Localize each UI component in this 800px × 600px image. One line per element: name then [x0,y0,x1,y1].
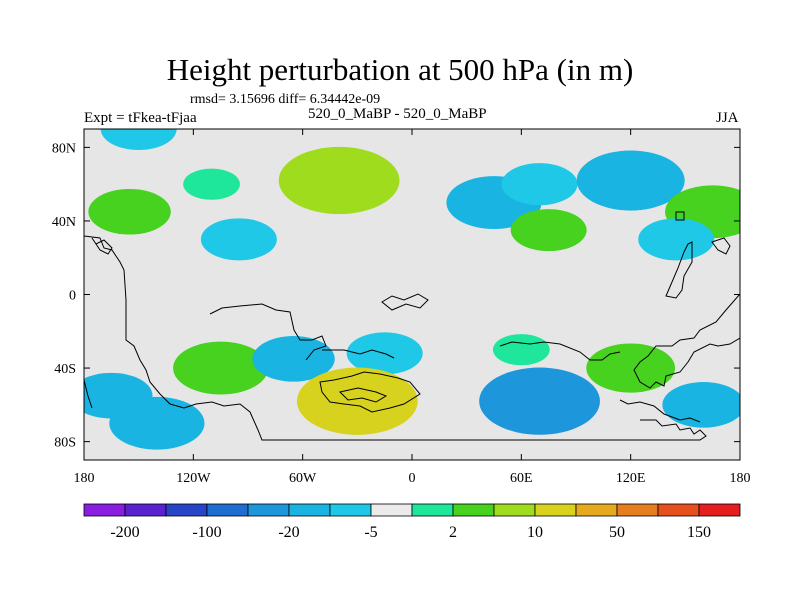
colorbar-label: -20 [278,524,299,541]
x-tick-label: 180 [730,471,751,486]
colorbar-swatch [329,503,372,517]
x-tick-label: 60E [510,471,533,486]
anomaly-region [278,146,400,215]
coastline [499,341,621,361]
colorbar-swatch [206,503,249,517]
colorbar-label: 50 [609,524,625,541]
colorbar-swatch [370,503,413,517]
coastline [675,211,685,221]
colorbar-swatch [657,503,700,517]
coastline [209,303,327,361]
coastline [711,237,731,255]
chart-title: Height perturbation at 500 hPa (in m) [166,52,634,87]
coastline [84,235,707,441]
anomaly-region [576,150,685,211]
period-label: 520_0_MaBP - 520_0_MaBP [308,106,487,122]
x-tick-label: 120E [616,471,646,486]
colorbar-swatch [534,503,577,517]
coastline [91,237,113,255]
colorbar-label: -200 [110,524,139,541]
stats-label: rmsd= 3.15696 diff= 6.34442e-09 [190,92,381,107]
anomaly-region [296,367,418,435]
coastline [619,399,701,423]
colorbar-swatch [288,503,331,517]
colorbar-swatch [83,503,126,517]
colorbar-swatch [124,503,167,517]
x-tick-label: 120W [176,471,211,486]
coastline [665,241,693,299]
anomaly-region [100,129,177,150]
anomaly-region [662,382,740,428]
anomaly-region [492,334,550,366]
colorbar-label: -100 [192,524,221,541]
colorbar-swatch [452,503,495,517]
coastline [339,387,388,403]
anomaly-region [479,367,600,435]
colorbar-swatch [575,503,618,517]
coastline [319,371,421,413]
anomaly-region [109,396,205,450]
anomaly-region [638,218,715,261]
colorbar-label: 150 [687,524,711,541]
coastline [84,379,93,409]
anomaly-region [252,336,335,382]
colorbar-swatch [165,503,208,517]
coastline [322,349,395,359]
colorbar-swatch [247,503,290,517]
experiment-label: Expt = tFkea-tFjaa [84,110,197,126]
anomaly-region [510,209,587,252]
x-tick-label: 60W [289,471,317,486]
colorbar-swatch [698,503,741,517]
colorbar-label: 10 [527,524,543,541]
season-label: JJA [716,110,739,126]
anomaly-region [200,218,277,261]
anomaly-region [173,341,269,395]
anomaly-region [183,168,240,200]
coastline [381,293,429,311]
x-tick-label: 180 [74,471,95,486]
colorbar-swatch [493,503,536,517]
y-tick-label: 80S [54,436,76,451]
y-tick-label: 80N [52,141,76,156]
x-tick-label: 0 [409,471,416,486]
colorbar-label: 2 [449,524,457,541]
y-tick-label: 40S [54,362,76,377]
y-tick-label: 40N [52,215,76,230]
colorbar-swatch [616,503,659,517]
colorbar-label: -5 [364,524,377,541]
y-tick-label: 0 [69,289,76,304]
colorbar-swatch [411,503,454,517]
anomaly-region [501,163,578,206]
anomaly-region [88,188,171,235]
coastline [633,293,740,389]
